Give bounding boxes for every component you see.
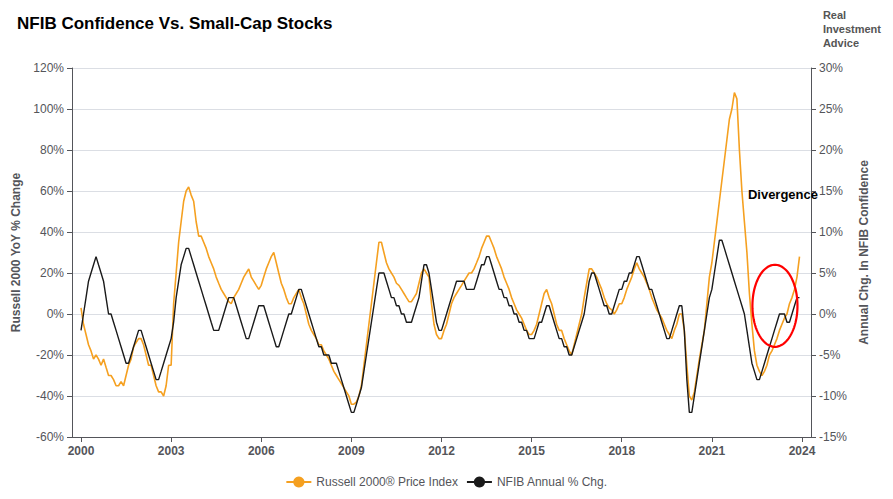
svg-text:15%: 15% bbox=[819, 184, 843, 198]
svg-text:20%: 20% bbox=[819, 143, 843, 157]
svg-text:40%: 40% bbox=[40, 225, 64, 239]
svg-text:-60%: -60% bbox=[36, 430, 64, 444]
svg-text:2000: 2000 bbox=[68, 444, 95, 458]
svg-text:0%: 0% bbox=[819, 307, 837, 321]
svg-text:NFIB Annual % Chg.: NFIB Annual % Chg. bbox=[497, 475, 607, 489]
svg-text:5%: 5% bbox=[819, 266, 837, 280]
svg-text:NFIB Confidence Vs. Small-Cap: NFIB Confidence Vs. Small-Cap Stocks bbox=[17, 14, 333, 33]
svg-text:25%: 25% bbox=[819, 102, 843, 116]
svg-text:30%: 30% bbox=[819, 61, 843, 75]
svg-text:Advice: Advice bbox=[823, 37, 859, 49]
svg-text:Russell 2000® Price Index: Russell 2000® Price Index bbox=[316, 475, 458, 489]
svg-text:20%: 20% bbox=[40, 266, 64, 280]
svg-text:2015: 2015 bbox=[518, 444, 545, 458]
svg-text:2012: 2012 bbox=[428, 444, 455, 458]
svg-text:-20%: -20% bbox=[36, 348, 64, 362]
svg-text:Divergence: Divergence bbox=[748, 187, 818, 202]
svg-text:0%: 0% bbox=[47, 307, 65, 321]
svg-text:10%: 10% bbox=[819, 225, 843, 239]
svg-text:2003: 2003 bbox=[158, 444, 185, 458]
svg-text:-10%: -10% bbox=[819, 389, 847, 403]
svg-text:Annual Chg. In NFIB Confidence: Annual Chg. In NFIB Confidence bbox=[857, 160, 871, 345]
svg-text:2009: 2009 bbox=[338, 444, 365, 458]
svg-text:100%: 100% bbox=[33, 102, 64, 116]
svg-text:2024: 2024 bbox=[789, 444, 816, 458]
svg-text:2021: 2021 bbox=[699, 444, 726, 458]
svg-text:Russell 2000 YoY % Change: Russell 2000 YoY % Change bbox=[9, 172, 23, 332]
svg-text:-15%: -15% bbox=[819, 430, 847, 444]
svg-text:Real: Real bbox=[823, 9, 846, 21]
svg-text:-40%: -40% bbox=[36, 389, 64, 403]
svg-text:80%: 80% bbox=[40, 143, 64, 157]
svg-text:2018: 2018 bbox=[608, 444, 635, 458]
svg-text:2006: 2006 bbox=[248, 444, 275, 458]
svg-text:60%: 60% bbox=[40, 184, 64, 198]
svg-text:120%: 120% bbox=[33, 61, 64, 75]
svg-text:Investment: Investment bbox=[823, 23, 881, 35]
svg-text:-5%: -5% bbox=[819, 348, 841, 362]
